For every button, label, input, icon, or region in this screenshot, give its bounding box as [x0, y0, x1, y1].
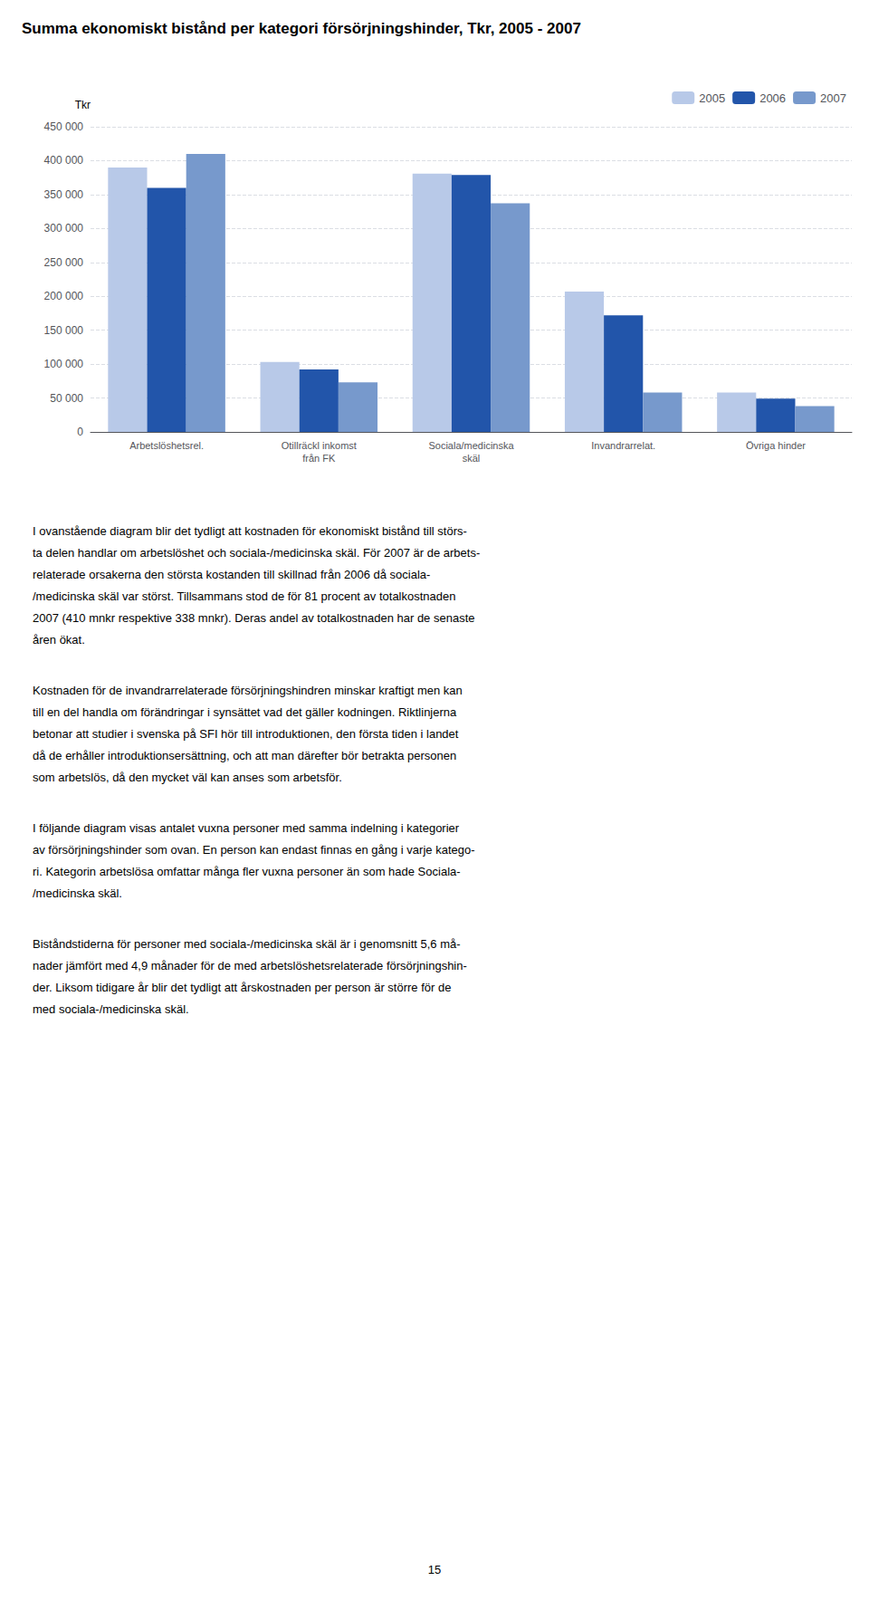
svg-text:som arbetslös, då den mycket v: som arbetslös, då den mycket väl kan ans…: [32, 770, 343, 784]
svg-text:450 000: 450 000: [44, 120, 85, 134]
svg-text:300 000: 300 000: [44, 221, 85, 235]
svg-text:200 000: 200 000: [44, 289, 85, 303]
svg-text:150 000: 150 000: [44, 324, 85, 337]
svg-text:Tkr: Tkr: [75, 98, 91, 112]
svg-text:Kostnaden för de invandrarrela: Kostnaden för de invandrarrelaterade för…: [32, 683, 463, 698]
svg-text:åren ökat.: åren ökat.: [32, 632, 86, 647]
svg-text:2007: 2007: [820, 91, 847, 106]
svg-text:50 000: 50 000: [49, 391, 84, 405]
svg-text:Arbetslöshetsrel.: Arbetslöshetsrel.: [129, 439, 204, 451]
svg-text:I följande diagram visas antal: I följande diagram visas antalet vuxna p…: [32, 821, 460, 835]
svg-text:skäl: skäl: [462, 452, 481, 464]
svg-text:2007 (410 mnkr respektive 338: 2007 (410 mnkr respektive 338 mnkr). Der…: [32, 611, 476, 625]
svg-text:100 000: 100 000: [44, 357, 85, 371]
svg-text:250 000: 250 000: [44, 256, 85, 269]
svg-text:2006: 2006: [759, 91, 786, 106]
svg-text:/medicinska skäl var störst. T: /medicinska skäl var störst. Tillsammans…: [32, 589, 457, 603]
svg-text:då de erhåller introduktionser: då de erhåller introduktionsersättning, …: [32, 748, 457, 763]
svg-text:Invandrarrelat.: Invandrarrelat.: [591, 439, 656, 451]
svg-text:från FK: från FK: [302, 452, 336, 464]
svg-text:av försörjningshinder som ovan: av försörjningshinder som ovan. En perso…: [32, 842, 476, 857]
svg-text:350 000: 350 000: [44, 188, 85, 201]
svg-text:betonar att studier i svenska: betonar att studier i svenska på SFI hör…: [32, 726, 459, 741]
svg-text:Sociala/medicinska: Sociala/medicinska: [428, 439, 515, 451]
svg-text:ta delen handlar om arbetslösh: ta delen handlar om arbetslöshet och soc…: [32, 545, 480, 560]
svg-text:15: 15: [428, 1562, 441, 1576]
svg-text:0: 0: [76, 425, 84, 439]
svg-text:I ovanstående diagram blir det: I ovanstående diagram blir det tydligt a…: [32, 524, 468, 538]
svg-text:relaterade orsakerna den störs: relaterade orsakerna den största kostand…: [32, 567, 430, 582]
svg-text:nader jämfört med 4,9 månader: nader jämfört med 4,9 månader för de med…: [32, 958, 468, 973]
svg-text:med sociala-/medicinska skäl.: med sociala-/medicinska skäl.: [32, 1002, 190, 1016]
svg-text:Summa ekonomiskt bistånd per k: Summa ekonomiskt bistånd per kategori fö…: [21, 19, 582, 38]
svg-text:400 000: 400 000: [44, 153, 85, 167]
svg-text:ri. Kategorin arbetslösa omfat: ri. Kategorin arbetslösa omfattar många …: [32, 864, 461, 879]
svg-text:2005: 2005: [698, 91, 726, 106]
svg-text:Övriga hinder: Övriga hinder: [745, 439, 806, 451]
svg-text:der. Liksom tidigare år blir d: der. Liksom tidigare år blir det tydligt…: [32, 980, 451, 994]
svg-text:/medicinska skäl.: /medicinska skäl.: [32, 886, 123, 900]
svg-text:Otillräckl inkomst: Otillräckl inkomst: [281, 439, 357, 451]
svg-text:Biståndstiderna för personer m: Biståndstiderna för personer med sociala…: [32, 936, 461, 951]
svg-text:till en del handla om förändri: till en del handla om förändringar i syn…: [32, 705, 458, 719]
